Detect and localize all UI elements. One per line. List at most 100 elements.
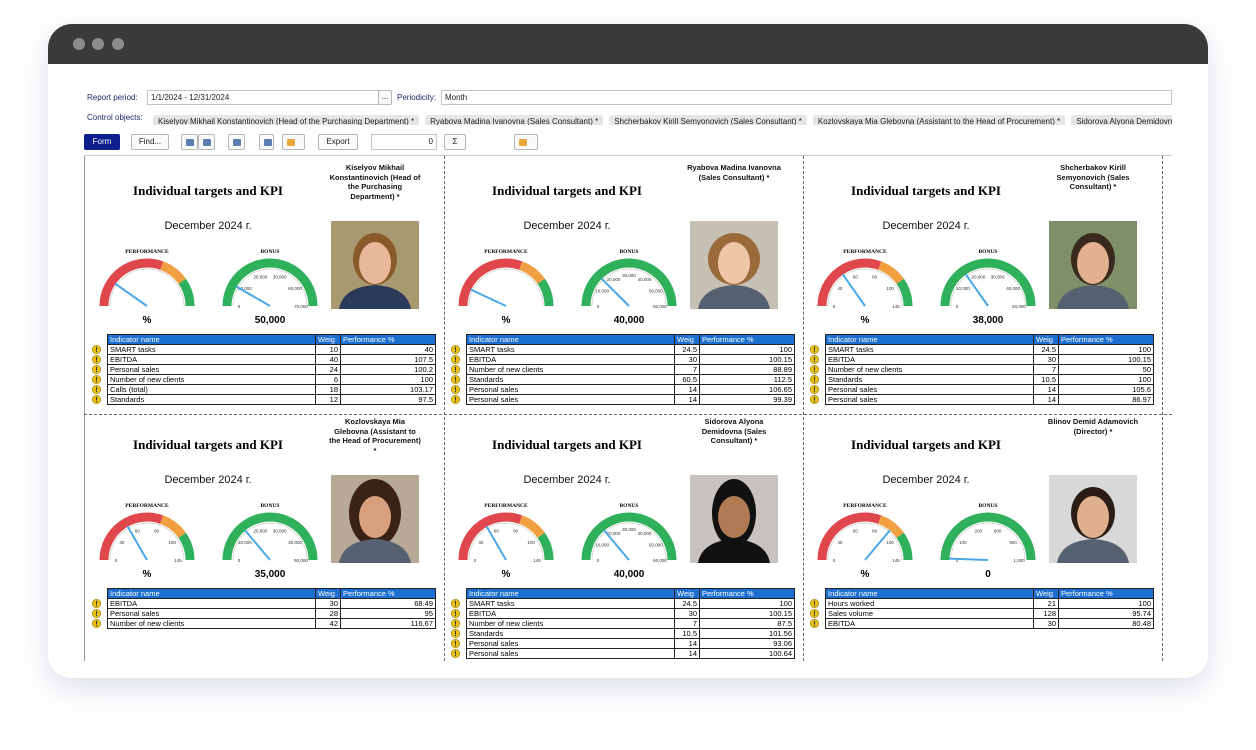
bonus-gauge: 0 10,000 20,000 30,000 40,000 50,000 bbox=[940, 258, 1036, 309]
table-cell: Number of new clients bbox=[466, 618, 675, 629]
gauge-needle bbox=[864, 529, 891, 561]
separator bbox=[84, 155, 1172, 156]
gauge-scale-label: 40,000 bbox=[288, 540, 302, 545]
warning-icon[interactable] bbox=[451, 345, 460, 354]
warning-icon[interactable] bbox=[451, 365, 460, 374]
icon-dot bbox=[814, 625, 815, 627]
header-cell: Performance % bbox=[699, 334, 795, 345]
warning-icon[interactable] bbox=[92, 619, 101, 628]
gauge-scale-label: 900 bbox=[1009, 540, 1017, 545]
icon-dot bbox=[96, 615, 97, 617]
icon-button[interactable] bbox=[181, 134, 198, 150]
table-cell: EBITDA bbox=[466, 608, 675, 619]
warning-icon[interactable] bbox=[810, 619, 819, 628]
chip[interactable]: Shcherbakov Kirill Semyonovich (Sales Co… bbox=[609, 115, 807, 125]
performance-gauge: 0 40 60 80 100 145 bbox=[458, 512, 554, 563]
icon-button[interactable] bbox=[259, 134, 274, 150]
export-button[interactable]: Export bbox=[318, 134, 358, 150]
icon-button[interactable] bbox=[514, 134, 538, 150]
warning-icon[interactable] bbox=[92, 375, 101, 384]
card-title: Individual targets and KPI bbox=[133, 183, 283, 198]
table-row: EBITDA 40 107.5 bbox=[107, 354, 436, 365]
gauge-band bbox=[581, 258, 677, 307]
warning-icon[interactable] bbox=[451, 599, 460, 608]
table-cell: 87.5 bbox=[699, 618, 795, 629]
gauge-scale-label: 50,000 bbox=[294, 558, 308, 563]
table-cell: 100 bbox=[340, 374, 436, 385]
warning-icon[interactable] bbox=[92, 599, 101, 608]
icon-button[interactable] bbox=[282, 134, 305, 150]
performance-value: % bbox=[860, 315, 870, 326]
warning-icon[interactable] bbox=[451, 639, 460, 648]
icon-dot bbox=[96, 391, 97, 393]
period-input[interactable]: 1/1/2024 - 12/31/2024 bbox=[147, 90, 379, 105]
gauge-needle bbox=[841, 273, 866, 307]
warning-icon[interactable] bbox=[451, 355, 460, 364]
gauge-scale-label: 50,000 bbox=[649, 543, 663, 548]
find-button[interactable]: Find... bbox=[131, 134, 169, 150]
table-cell: 24.5 bbox=[674, 598, 700, 609]
icon bbox=[203, 139, 211, 146]
warning-icon[interactable] bbox=[810, 599, 819, 608]
table-cell: 50 bbox=[1058, 364, 1154, 375]
table-row: Number of new clients 6 100 bbox=[107, 374, 436, 385]
warning-icon[interactable] bbox=[92, 345, 101, 354]
warning-icon[interactable] bbox=[92, 395, 101, 404]
bonus-value: 40,000 bbox=[613, 315, 645, 326]
gauge-band bbox=[178, 532, 195, 561]
warning-icon[interactable] bbox=[810, 345, 819, 354]
warning-icon[interactable] bbox=[451, 385, 460, 394]
warning-icon[interactable] bbox=[92, 385, 101, 394]
icon-bar bbox=[814, 386, 815, 391]
icon-button[interactable] bbox=[198, 134, 215, 150]
gauge-inner bbox=[950, 522, 1026, 561]
warning-icon[interactable] bbox=[810, 375, 819, 384]
table-cell: 105.6 bbox=[1058, 384, 1154, 395]
table-row: Standards 10.5 100 bbox=[825, 374, 1154, 385]
gauge-label: PERFORMANCE bbox=[843, 249, 887, 255]
gauge-scale-label: 10,000 bbox=[238, 540, 252, 545]
warning-icon[interactable] bbox=[810, 609, 819, 618]
icon-dot bbox=[96, 361, 97, 363]
warning-icon[interactable] bbox=[810, 385, 819, 394]
warning-icon[interactable] bbox=[451, 619, 460, 628]
warning-icon[interactable] bbox=[92, 609, 101, 618]
warning-icon[interactable] bbox=[810, 355, 819, 364]
chip[interactable]: Ryabova Madina Ivanovna (Sales Consultan… bbox=[425, 115, 604, 125]
bonus-gauge: 0 100 200 800 900 1,000 bbox=[940, 512, 1036, 563]
icon-dot bbox=[96, 371, 97, 373]
gauge-scale-label: 10,000 bbox=[595, 289, 609, 294]
table-row: SMART tasks 24.5 100 bbox=[466, 344, 795, 355]
form-button[interactable]: Form bbox=[84, 134, 120, 150]
warning-icon[interactable] bbox=[451, 649, 460, 658]
table-row: Personal sales 14 106.65 bbox=[466, 384, 795, 395]
counter-input[interactable]: 0 bbox=[371, 134, 437, 150]
icon-button[interactable] bbox=[228, 134, 245, 150]
warning-icon[interactable] bbox=[92, 355, 101, 364]
icon-bar bbox=[96, 356, 97, 361]
gauge-needle bbox=[470, 288, 507, 307]
gauge-scale-label: 145 bbox=[174, 558, 182, 563]
warning-icon[interactable] bbox=[810, 395, 819, 404]
warning-icon[interactable] bbox=[451, 395, 460, 404]
table-cell: 116.67 bbox=[340, 618, 436, 629]
title-bar bbox=[48, 24, 1208, 64]
periodicity-input[interactable]: Month bbox=[441, 90, 1172, 105]
warning-icon[interactable] bbox=[451, 629, 460, 638]
kpi-card: Individual targets and KPI Shcherbakov Ki… bbox=[802, 156, 1154, 406]
warning-icon[interactable] bbox=[92, 365, 101, 374]
chip[interactable]: Sidorova Alyona Demidovna bbox=[1071, 115, 1172, 125]
period-button[interactable]: ... bbox=[378, 90, 392, 105]
header-cell: Weig bbox=[315, 588, 341, 599]
gauge-scale-label: 1,000 bbox=[1013, 558, 1025, 563]
bonus-value: 0 bbox=[985, 569, 991, 580]
warning-icon[interactable] bbox=[451, 609, 460, 618]
sum-button[interactable]: Σ bbox=[444, 134, 466, 150]
chip[interactable]: Kozlovskaya Mia Glebovna (Assistant to t… bbox=[812, 115, 1066, 125]
warning-icon[interactable] bbox=[451, 375, 460, 384]
table-cell: 88.89 bbox=[699, 364, 795, 375]
face bbox=[359, 496, 391, 538]
chip[interactable]: Kiselyov Mikhail Konstantinovich (Head o… bbox=[153, 115, 420, 125]
warning-icon[interactable] bbox=[810, 365, 819, 374]
